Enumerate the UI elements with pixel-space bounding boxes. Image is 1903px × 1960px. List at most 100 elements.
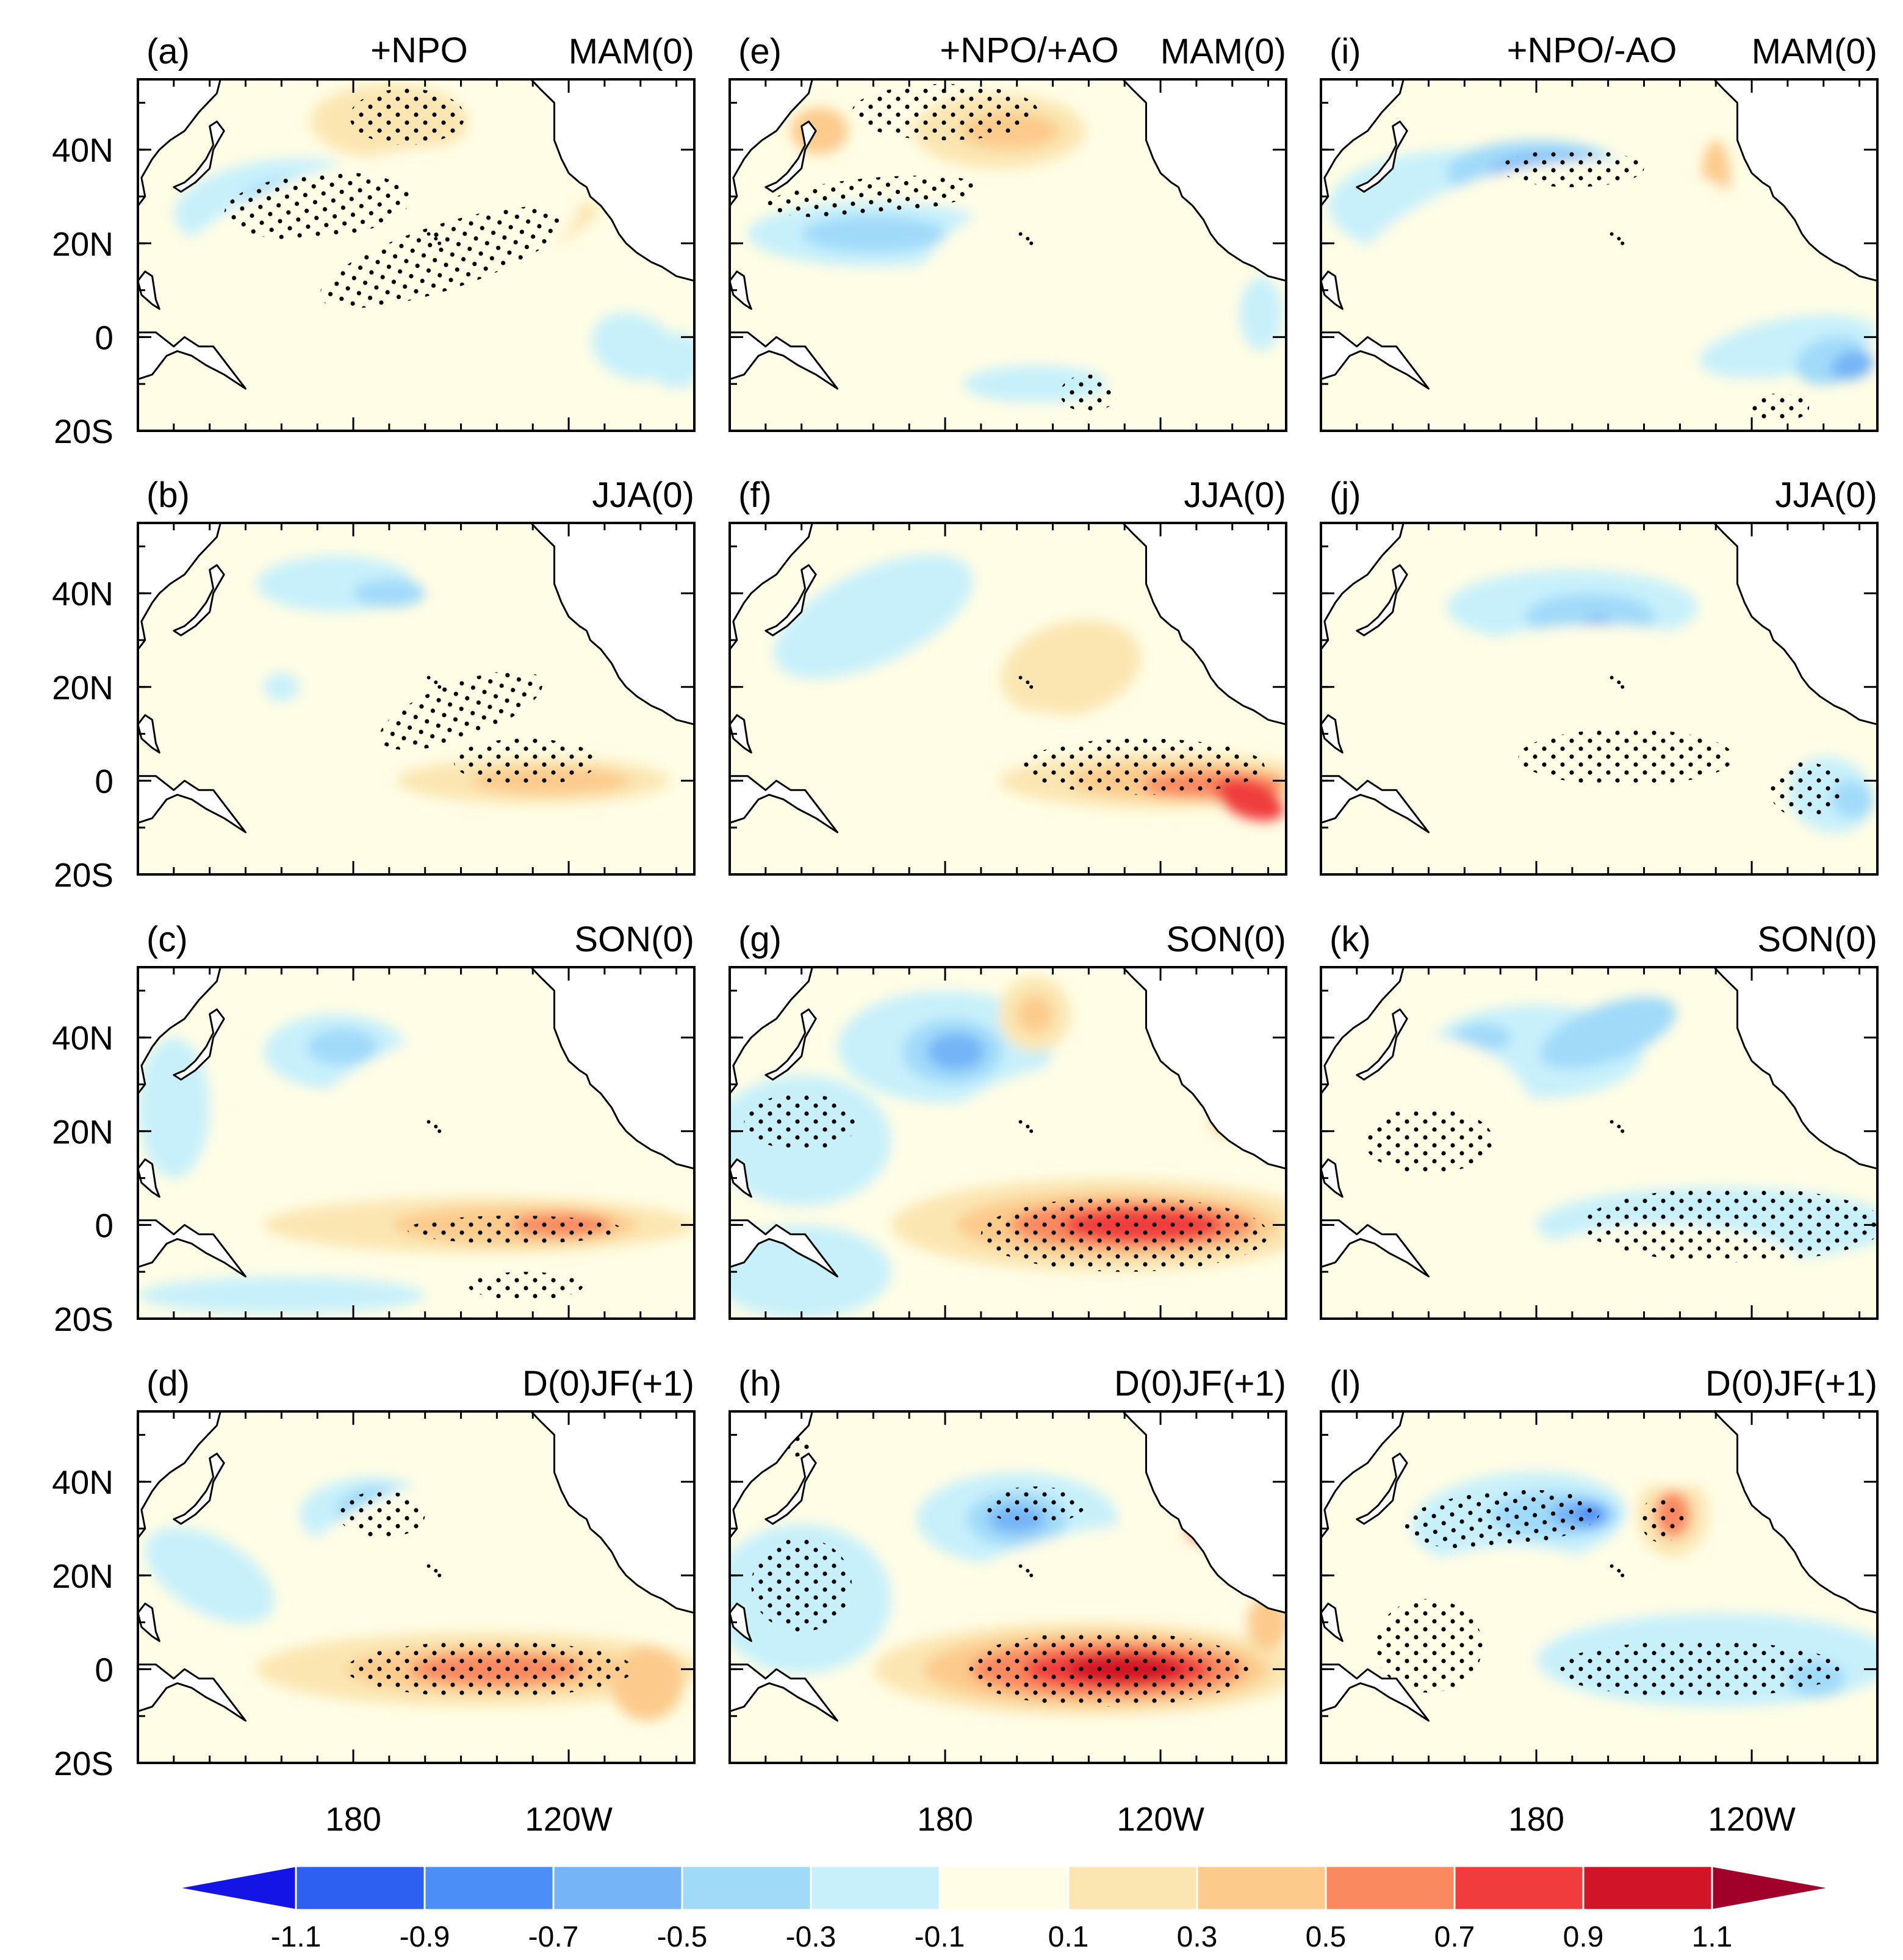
land-mass: [138, 1411, 221, 1539]
island-marker: [434, 1569, 438, 1573]
land-mass: [138, 523, 221, 650]
island-marker: [1018, 232, 1023, 236]
island-marker: [426, 232, 431, 236]
significance-stippling: [1640, 1496, 1684, 1543]
panel-frame: [728, 1410, 1287, 1764]
significance-stippling: [751, 1538, 852, 1632]
land-mass: [138, 79, 221, 207]
map-panel: (c) SON(0): [137, 920, 696, 1320]
panel-label: (l): [1329, 1364, 1361, 1403]
map-panel: (f) JJA(0): [728, 475, 1287, 876]
anomaly-contour: [263, 672, 300, 701]
anomaly-contour: [747, 705, 1107, 762]
panel-field: [730, 79, 1286, 431]
map-panel: (i) MAM(0): [1320, 32, 1879, 432]
map-panel: (d) D(0)JF(+1): [137, 1364, 696, 1764]
land-mass: [730, 331, 838, 390]
anomaly-contour: [1341, 159, 1768, 403]
island-marker: [1029, 685, 1034, 689]
latitude-label: 20N: [52, 1113, 113, 1151]
panel-field: [138, 523, 694, 874]
panel-field: [1321, 523, 1877, 874]
colorbar-swatch: [1196, 1865, 1327, 1911]
panel-field: [730, 1411, 1286, 1763]
colorbar-tick-label: 0.9: [1563, 1921, 1604, 1953]
column-titles: +NPO +NPO/+AO +NPO/-AO: [370, 31, 1677, 70]
panel-ticks: [1321, 1411, 1877, 1764]
anomaly-contour: [145, 1527, 275, 1624]
island-marker: [1018, 1120, 1023, 1124]
longitude-label: 180: [325, 1800, 381, 1838]
panel-ticks: [138, 1411, 694, 1764]
panel-frame: [1320, 966, 1879, 1320]
anomaly-contour: [1000, 619, 1142, 718]
colorbar: -1.1 -0.9 -0.7 -0.5 -0.3 -0.1 0.1 0.3 0.5 0.7 0.9 1…: [176, 1865, 1832, 1953]
significance-stippling: [339, 1491, 425, 1538]
significance-stippling: [852, 84, 1039, 140]
colorbar-tick-label: 0.5: [1306, 1921, 1347, 1953]
north-america-land: [1095, 523, 1286, 726]
land-mass: [138, 1158, 160, 1198]
island-marker: [1617, 1569, 1621, 1573]
island-marker: [1610, 1120, 1614, 1124]
longitude-label: 180: [1508, 1800, 1564, 1838]
panel-field: [1321, 967, 1877, 1319]
north-america-land: [1095, 79, 1286, 282]
anomaly-contour: [730, 1225, 891, 1319]
column-title: +NPO/+AO: [940, 31, 1118, 70]
season-label: MAM(0): [569, 32, 694, 71]
anomaly-contour: [1215, 777, 1285, 821]
latitude-label: 0: [95, 762, 113, 800]
colorbar-swatch: [810, 1865, 941, 1911]
land-mass: [173, 1008, 225, 1081]
island-marker: [434, 1125, 438, 1129]
significance-stippling: [350, 88, 465, 145]
significance-stippling: [319, 206, 567, 308]
panel-label: (b): [146, 475, 190, 515]
land-mass: [730, 1219, 838, 1278]
island-marker: [1621, 685, 1625, 689]
land-mass: [1356, 1452, 1408, 1525]
panel-label: (f): [738, 475, 772, 515]
island-marker: [1621, 241, 1625, 245]
panel-label: (c): [146, 920, 188, 959]
island-marker: [434, 680, 438, 685]
panel-frame: [728, 966, 1287, 1320]
latitude-label: 40N: [52, 1019, 113, 1057]
panel-label: (i): [1329, 32, 1361, 71]
north-america-land: [1095, 967, 1286, 1170]
significance-stippling: [453, 738, 598, 786]
land-mass: [1321, 1411, 1405, 1539]
colorbar-lower-arrow: [176, 1865, 297, 1911]
colorbar-tick-label: -0.3: [786, 1921, 836, 1953]
north-america-land: [1095, 1411, 1286, 1614]
season-label: MAM(0): [1160, 32, 1286, 71]
panel-ticks: [138, 523, 694, 876]
island-marker: [1610, 676, 1614, 680]
anomaly-contour: [301, 1024, 657, 1220]
panel-frame: [728, 78, 1287, 432]
significance-stippling: [1752, 393, 1810, 422]
land-mass: [138, 331, 246, 390]
island-marker: [434, 237, 438, 241]
land-mass: [1356, 120, 1408, 193]
island-marker: [1029, 1573, 1034, 1577]
land-mass: [764, 120, 817, 193]
island-marker: [1617, 680, 1621, 685]
latitude-label: 20S: [54, 413, 113, 450]
land-mass: [138, 270, 160, 310]
island-marker: [1026, 1569, 1030, 1573]
island-marker: [1029, 1129, 1034, 1133]
season-label: JJA(0): [592, 475, 694, 515]
colorbar-tick-label: -0.5: [657, 1921, 708, 1953]
colorbar-swatch: [1067, 1865, 1198, 1911]
land-mass: [730, 79, 813, 207]
panel-ticks: [1321, 523, 1877, 876]
island-marker: [1026, 1125, 1030, 1129]
island-marker: [437, 241, 442, 245]
latitude-label: 20S: [54, 1300, 113, 1338]
latitude-label: 20S: [54, 1745, 113, 1782]
season-label: SON(0): [1757, 920, 1877, 959]
colorbar-tick-label: 0.3: [1177, 1921, 1218, 1953]
anomaly-contour: [353, 579, 425, 608]
